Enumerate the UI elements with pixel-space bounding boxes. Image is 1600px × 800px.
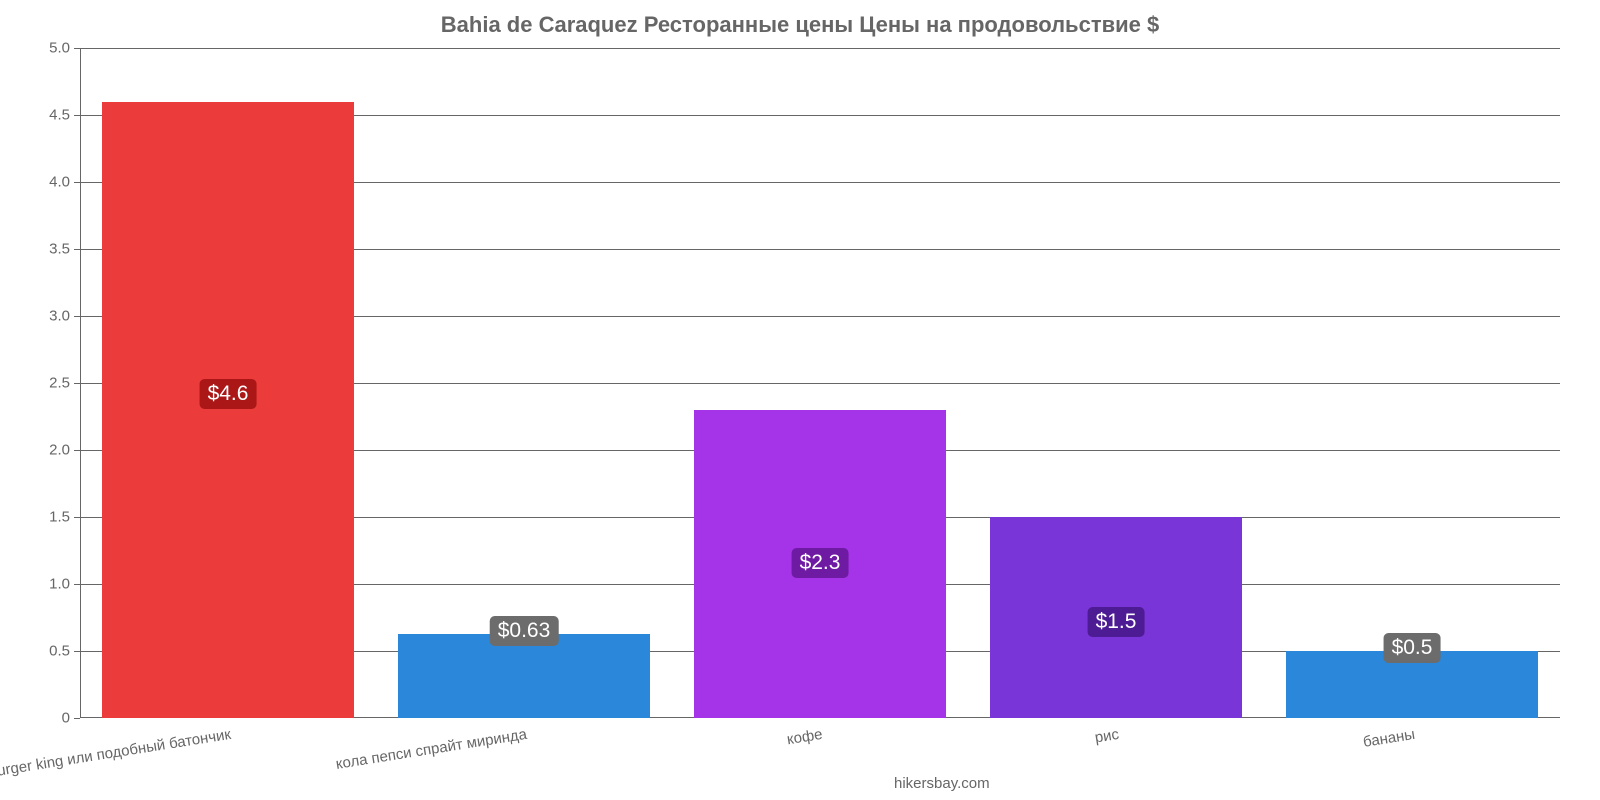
- gridline: [80, 48, 1560, 49]
- plot-area: 00.51.01.52.02.53.03.54.04.55.0$4.6mac b…: [80, 48, 1560, 718]
- y-tick-label: 4.0: [49, 174, 80, 191]
- attribution-text: hikersbay.com: [894, 775, 990, 792]
- y-tick-label: 1.5: [49, 509, 80, 526]
- x-tick-label: mac burger king или подобный батончик: [0, 718, 232, 786]
- bar: [398, 634, 650, 718]
- y-tick-label: 4.5: [49, 107, 80, 124]
- y-tick-label: 1.0: [49, 576, 80, 593]
- y-tick-label: 3.0: [49, 308, 80, 325]
- x-tick-label: бананы: [1360, 718, 1416, 751]
- bar: [102, 102, 354, 718]
- bar-value-badge: $1.5: [1088, 607, 1145, 637]
- y-tick-label: 2.0: [49, 442, 80, 459]
- x-tick-label: кола пепси спрайт миринда: [333, 718, 528, 773]
- y-tick-label: 5.0: [49, 40, 80, 57]
- y-tick-label: 2.5: [49, 375, 80, 392]
- bar-value-badge: $4.6: [200, 379, 257, 409]
- x-tick-label: рис: [1092, 718, 1120, 746]
- y-tick-label: 0.5: [49, 643, 80, 660]
- y-tick-label: 3.5: [49, 241, 80, 258]
- bar-value-badge: $0.5: [1384, 633, 1441, 663]
- x-tick-label: кофе: [785, 718, 824, 748]
- bar-value-badge: $2.3: [792, 548, 849, 578]
- bar-value-badge: $0.63: [490, 616, 559, 646]
- y-tick-label: 0: [62, 710, 80, 727]
- price-bar-chart: Bahia de Caraquez Ресторанные цены Цены …: [0, 0, 1600, 800]
- chart-title: Bahia de Caraquez Ресторанные цены Цены …: [0, 12, 1600, 38]
